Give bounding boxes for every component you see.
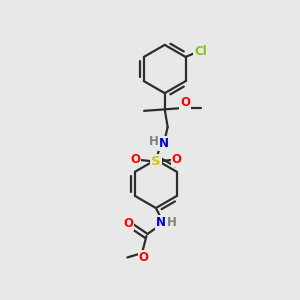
Text: S: S	[151, 155, 161, 168]
Text: O: O	[180, 96, 190, 109]
Text: O: O	[123, 217, 133, 230]
Text: Cl: Cl	[194, 45, 207, 58]
Text: N: N	[159, 137, 169, 150]
Text: O: O	[130, 153, 140, 166]
Text: O: O	[172, 153, 182, 166]
Text: H: H	[149, 135, 159, 148]
Text: O: O	[139, 251, 148, 264]
Text: H: H	[167, 216, 176, 229]
Text: N: N	[156, 216, 166, 229]
